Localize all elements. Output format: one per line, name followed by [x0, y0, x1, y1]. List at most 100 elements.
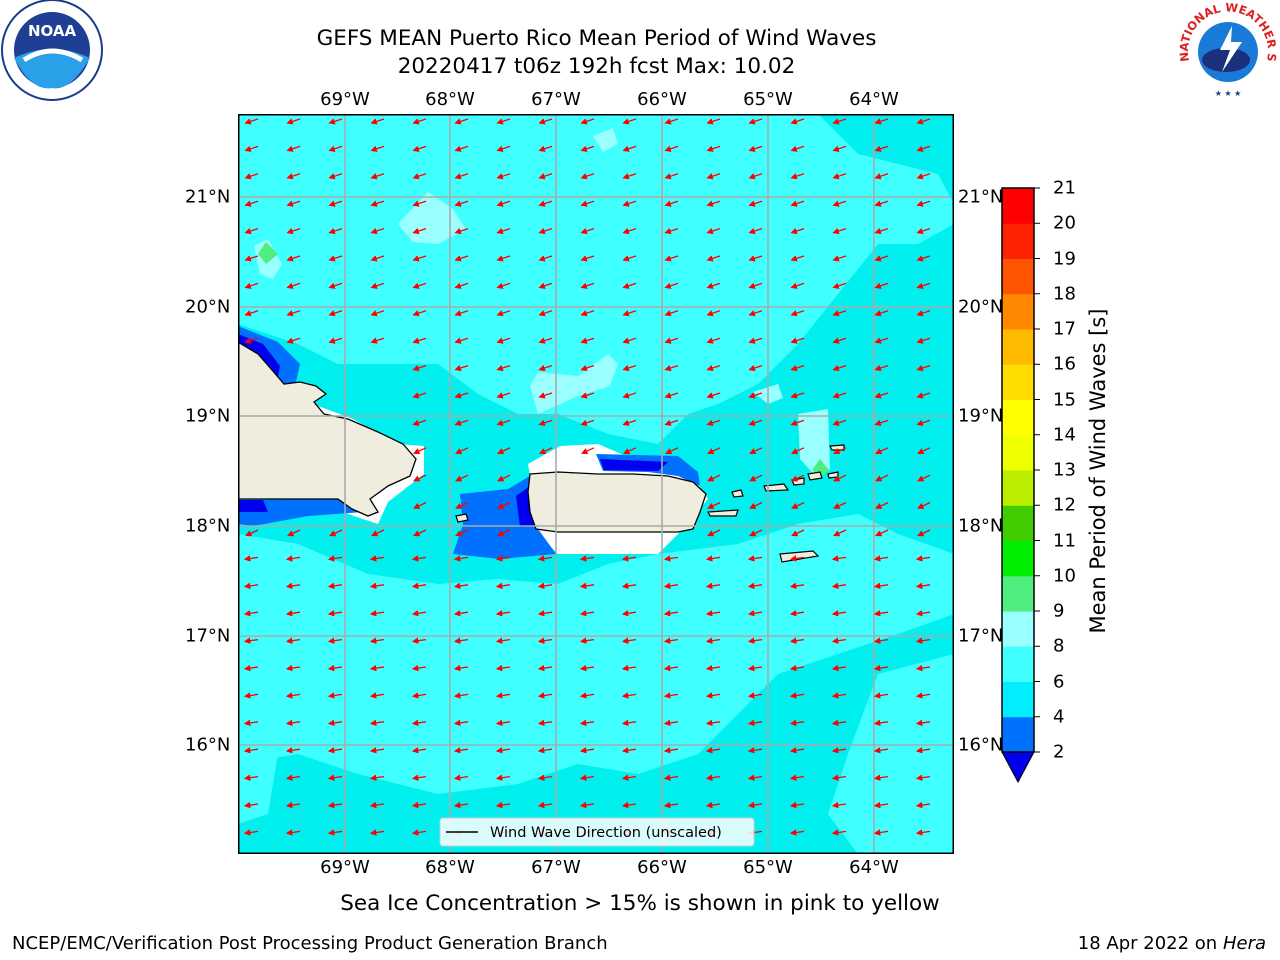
wave-direction-arrow: [789, 664, 805, 672]
wave-direction-arrow: [579, 801, 595, 809]
wave-direction-arrow: [832, 227, 847, 235]
wave-direction-arrow: [327, 747, 343, 754]
wave-direction-arrow: [622, 118, 637, 125]
wave-direction-arrow: [789, 801, 805, 809]
wave-direction-arrow: [663, 801, 679, 809]
colorbar-tick-label: 21: [1053, 177, 1076, 199]
wave-direction-arrow: [790, 337, 805, 344]
wave-direction-arrow: [832, 118, 847, 125]
run-date: 18 Apr 2022 on Hera: [1078, 933, 1266, 954]
wave-direction-arrow: [453, 747, 469, 754]
wave-direction-arrow: [537, 719, 553, 727]
colorbar-tick-label: 14: [1053, 424, 1076, 446]
wave-direction-arrow: [874, 310, 889, 317]
wave-direction-arrow: [621, 582, 637, 590]
wave-direction-arrow: [915, 582, 931, 590]
wave-direction-arrow: [790, 364, 805, 372]
colorbar-tick-label: 11: [1053, 530, 1076, 551]
wave-direction-arrow: [874, 118, 889, 125]
wave-direction-arrow: [663, 582, 679, 590]
colorbar-band: [1002, 716, 1034, 753]
wave-direction-arrow: [873, 610, 889, 617]
wave-direction-arrow: [915, 829, 931, 836]
colorbar-tick-label: 10: [1053, 565, 1076, 587]
lat-label-left: 20°N: [185, 296, 231, 318]
wave-direction-arrow: [621, 692, 637, 699]
wave-direction-arrow: [663, 610, 679, 617]
wave-direction-arrow: [496, 200, 511, 207]
wave-direction-arrow: [243, 664, 259, 672]
wave-direction-arrow: [580, 364, 595, 372]
wave-direction-arrow: [706, 310, 721, 317]
run-date-text: 18 Apr 2022 on: [1077, 933, 1223, 954]
wave-direction-arrow: [832, 282, 847, 289]
land-mona-island: [455, 513, 469, 523]
wave-direction-arrow: [873, 664, 889, 672]
wave-direction-arrow: [874, 392, 889, 399]
wave-direction-arrow: [411, 582, 427, 590]
wave-direction-arrow: [622, 255, 637, 262]
wave-direction-arrow: [579, 637, 595, 644]
wave-direction-arrow: [874, 419, 889, 426]
wave-direction-arrow: [495, 610, 511, 617]
wave-direction-arrow: [328, 255, 343, 262]
wave-direction-arrow: [455, 502, 469, 509]
period-contour-9-10: [258, 242, 278, 264]
wave-direction-arrow: [370, 173, 385, 180]
wave-direction-arrow: [496, 255, 511, 262]
wave-direction-arrow: [495, 774, 511, 781]
colorbar-band: [1002, 399, 1034, 436]
wave-direction-arrow: [285, 747, 301, 754]
wave-direction-arrow: [412, 227, 427, 235]
wave-period-map: Wind Wave Direction (unscaled): [238, 114, 954, 854]
wave-direction-arrow: [369, 774, 385, 781]
wave-direction-arrow: [285, 801, 301, 809]
wave-direction-arrow: [789, 774, 805, 781]
lon-label-bottom: 66°W: [637, 857, 687, 878]
wave-direction-arrow: [454, 255, 469, 262]
period-contour-lt2: [238, 500, 268, 512]
period-contour-2-4: [238, 499, 363, 526]
wave-direction-arrow: [244, 310, 259, 317]
wave-direction-arrow: [622, 364, 637, 372]
wave-direction-arrow: [580, 145, 595, 152]
wave-direction-arrow: [579, 692, 595, 699]
wave-direction-arrow: [831, 692, 847, 699]
wave-direction-arrow: [370, 200, 385, 207]
wave-direction-arrow: [664, 227, 679, 235]
wave-direction-arrow: [244, 145, 259, 152]
lat-label-left: 17°N: [185, 625, 231, 647]
wave-direction-arrow: [873, 801, 889, 809]
wind-wave-arrows: [243, 118, 931, 836]
wave-direction-arrow: [749, 529, 763, 537]
wave-direction-arrow: [453, 801, 469, 809]
wave-direction-arrow: [495, 664, 511, 672]
colorbar-band: [1002, 293, 1034, 330]
wave-direction-arrow: [833, 502, 847, 509]
wave-direction-arrow: [747, 664, 763, 672]
wave-direction-arrow: [748, 337, 763, 344]
wave-direction-arrow: [286, 145, 301, 152]
wave-direction-arrow: [412, 200, 427, 207]
wave-direction-arrow: [370, 145, 385, 152]
wave-direction-arrow: [285, 829, 301, 836]
wave-direction-arrow: [706, 282, 721, 289]
wave-direction-arrow: [875, 474, 889, 482]
wave-direction-arrow: [286, 173, 301, 180]
colorbar-band: [1002, 470, 1034, 506]
wave-direction-arrow: [538, 392, 553, 399]
wave-direction-arrow: [539, 447, 553, 455]
chart-subtitle: 20220417 t06z 192h fcst Max: 10.02: [397, 54, 796, 79]
wave-direction-arrow: [327, 774, 343, 781]
run-host: Hera: [1222, 933, 1266, 954]
wave-direction-arrow: [497, 529, 511, 537]
wave-direction-arrow: [369, 747, 385, 754]
wave-direction-arrow: [705, 747, 721, 754]
wave-direction-arrow: [285, 610, 301, 617]
wave-direction-arrow: [915, 692, 931, 699]
wave-direction-arrow: [663, 692, 679, 699]
wave-direction-arrow: [748, 392, 763, 399]
wave-direction-arrow: [369, 582, 385, 590]
wave-direction-arrow: [916, 255, 931, 262]
wave-direction-arrow: [791, 447, 805, 455]
